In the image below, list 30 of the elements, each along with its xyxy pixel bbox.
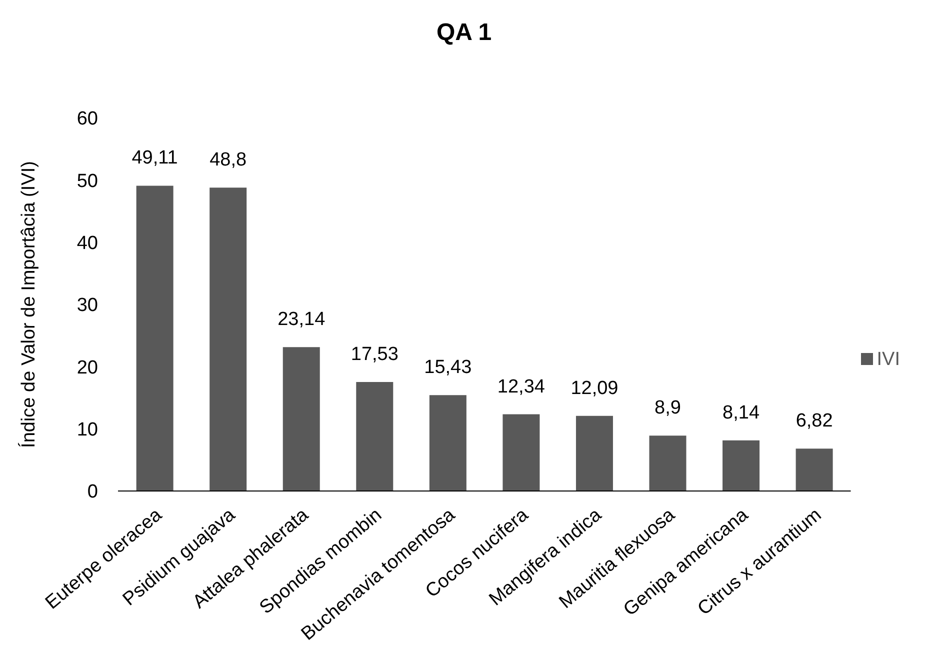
data-label: 15,43	[424, 357, 472, 378]
bar	[576, 416, 613, 491]
y-tick-label: 60	[76, 108, 98, 130]
data-label: 49,11	[132, 148, 178, 169]
data-label: 23,14	[278, 309, 326, 330]
y-axis-title: Índice de Valor de Importâcia (IVI)	[18, 161, 40, 448]
data-label: 12,09	[570, 378, 618, 399]
y-tick-label: 10	[76, 420, 98, 441]
data-label: 12,34	[497, 376, 546, 398]
legend-label: IVI	[876, 348, 900, 370]
data-label: 17,53	[350, 344, 398, 366]
bar	[429, 395, 466, 491]
data-label: 48,8	[210, 150, 247, 171]
y-tick-label: 20	[76, 357, 98, 378]
chart-title: QA 1	[435, 18, 493, 48]
y-tick-label: 40	[76, 233, 98, 254]
bar	[502, 414, 540, 491]
bar	[722, 440, 760, 491]
data-label: 6,82	[796, 410, 833, 432]
y-tick-label: 30	[76, 295, 98, 316]
bar	[649, 436, 686, 491]
bar	[282, 347, 320, 491]
y-tick-label: 0	[87, 482, 98, 503]
bar	[796, 448, 833, 491]
y-tick-label: 50	[76, 170, 98, 192]
bar	[356, 382, 394, 491]
data-label: 8,9	[654, 398, 681, 419]
bar	[136, 186, 174, 491]
bar	[210, 188, 247, 491]
data-label: 8,14	[722, 402, 760, 424]
